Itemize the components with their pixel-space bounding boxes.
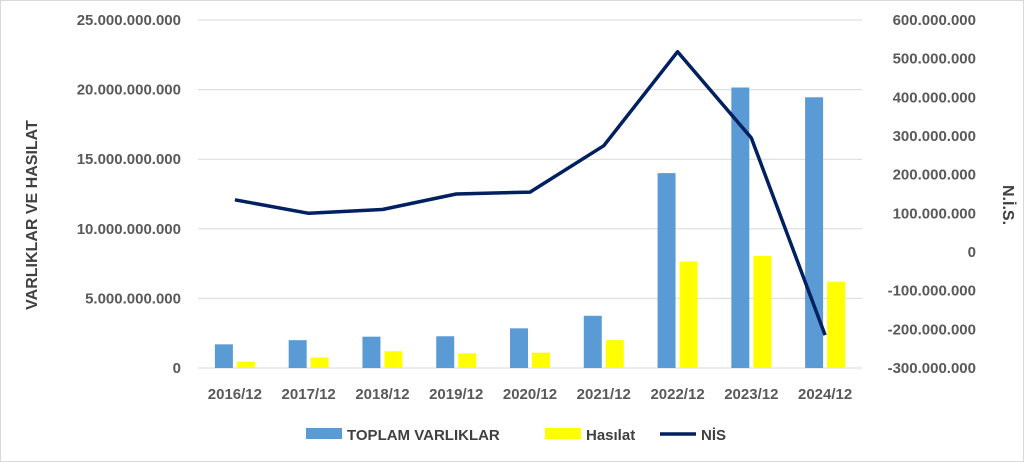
x-tick-label: 2021/12 [577, 386, 631, 403]
right-tick-label: 100.000.000 [893, 205, 976, 222]
x-tick-label: 2016/12 [208, 386, 262, 403]
right-tick-label: 400.000.000 [893, 89, 976, 106]
x-tick-label: 2017/12 [282, 386, 336, 403]
left-tick-label: 20.000.000.000 [77, 82, 181, 99]
legend-swatch [545, 428, 581, 439]
x-tick-label: 2022/12 [650, 386, 704, 403]
x-tick-label: 2023/12 [724, 386, 778, 403]
bar-toplam-varliklar [362, 336, 381, 368]
right-tick-label: -300.000.000 [888, 360, 976, 377]
left-tick-label: 5.000.000.000 [85, 290, 181, 307]
legend-swatch [306, 428, 342, 439]
x-tick-label: 2019/12 [429, 386, 483, 403]
x-tick-label: 2018/12 [355, 386, 409, 403]
line-series [234, 49, 827, 336]
left-axis-title: VARLIKLAR VE HASILAT [24, 120, 41, 310]
bar-toplam-varliklar [214, 344, 233, 368]
bar-hasilat [310, 357, 329, 368]
bar-toplam-varliklar [583, 315, 602, 368]
bar-toplam-varliklar [805, 97, 824, 369]
line-nis [234, 49, 827, 336]
bar-toplam-varliklar [288, 340, 307, 368]
legend-label: Hasılat [586, 427, 635, 444]
bar-hasilat [532, 352, 550, 368]
legend: TOPLAM VARLIKLAR Hasılat NİS [306, 427, 726, 444]
right-tick-label: 600.000.000 [893, 12, 976, 29]
bar-hasilat [827, 281, 846, 368]
bar-toplam-varliklar [731, 87, 750, 369]
right-tick-label: -200.000.000 [888, 321, 976, 338]
right-tick-label: -100.000.000 [888, 283, 976, 300]
legend-label: NİS [701, 427, 726, 444]
gridlines [198, 19, 862, 369]
left-tick-label: 0 [173, 360, 181, 377]
right-axis-ticks: -300.000.000 -200.000.000 -100.000.000 0 100… [888, 12, 976, 377]
legend-label: TOPLAM VARLIKLAR [347, 427, 500, 444]
bar-toplam-varliklar [436, 336, 455, 368]
left-tick-label: 10.000.000.000 [77, 221, 181, 238]
right-axis-title: N.İ.S. [999, 185, 1017, 225]
right-tick-label: 500.000.000 [893, 51, 976, 68]
left-tick-label: 15.000.000.000 [77, 151, 181, 168]
x-tick-label: 2024/12 [798, 386, 852, 403]
bar-hasilat [753, 255, 772, 368]
x-tick-label: 2020/12 [503, 386, 557, 403]
bar-toplam-varliklar [510, 328, 528, 368]
left-tick-label: 25.000.000.000 [77, 12, 181, 29]
left-axis-ticks: 0 5.000.000.000 10.000.000.000 15.000.000.0… [77, 12, 181, 377]
right-tick-label: 200.000.000 [893, 167, 976, 184]
bar-hasilat [458, 353, 477, 368]
bar-hasilat [679, 261, 698, 368]
right-tick-label: 300.000.000 [893, 128, 976, 145]
bar-hasilat [236, 361, 255, 368]
right-tick-label: 0 [968, 244, 976, 261]
bar-hasilat [384, 351, 403, 368]
x-axis-ticks: 2016/12 2017/12 2018/12 2019/12 2020/12 2021/… [208, 386, 852, 403]
bar-series [214, 87, 846, 369]
bar-toplam-varliklar [657, 173, 676, 368]
bar-hasilat [605, 340, 624, 368]
